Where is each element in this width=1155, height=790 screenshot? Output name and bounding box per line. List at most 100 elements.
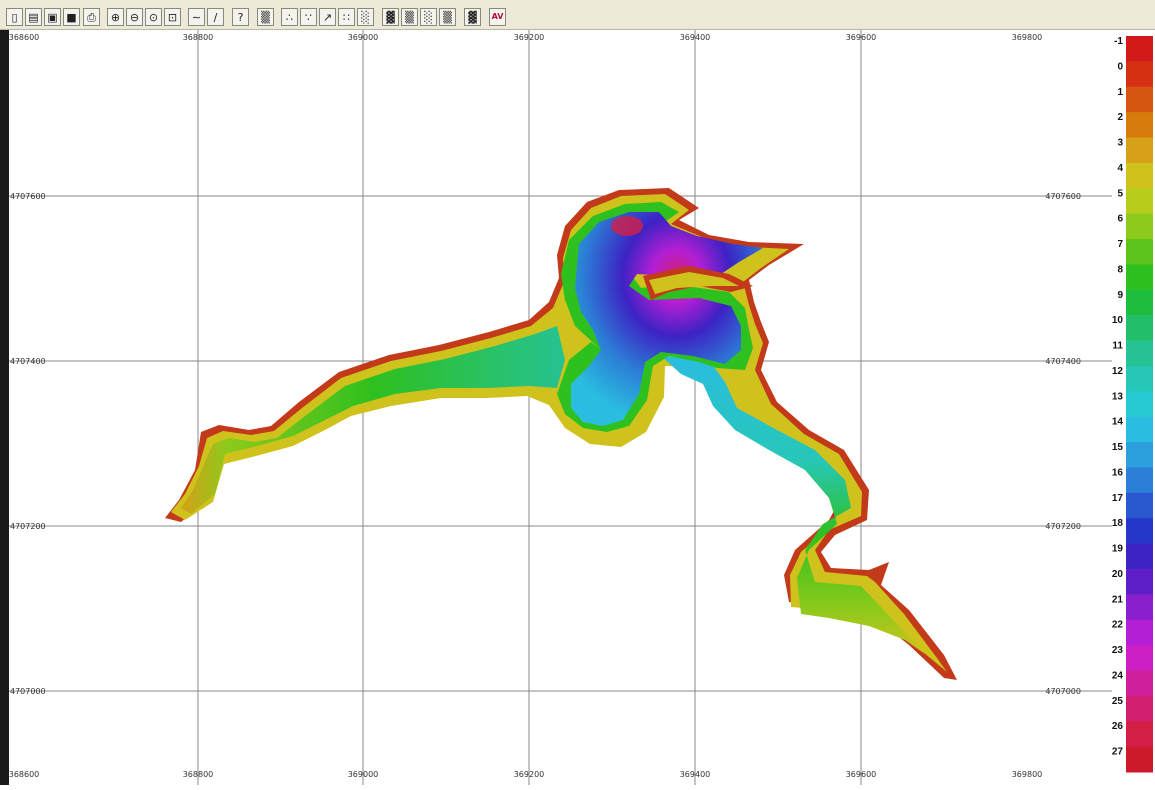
legend-color-swatch bbox=[1126, 695, 1153, 722]
legend-color-swatch bbox=[1126, 543, 1153, 570]
draw-line-button[interactable]: ∕ bbox=[207, 8, 224, 26]
legend-color-swatch bbox=[1126, 264, 1153, 291]
pan-button[interactable]: ⊙ bbox=[145, 8, 162, 26]
x-tick-label-top: 369800 bbox=[1012, 33, 1043, 42]
x-tick-label-top: 369000 bbox=[348, 33, 379, 42]
legend-depth-label: 7 bbox=[1117, 239, 1123, 250]
new-file-button[interactable]: ▯ bbox=[6, 8, 23, 26]
legend-depth-label: 27 bbox=[1112, 747, 1123, 758]
legend-depth-label: -1 bbox=[1114, 36, 1123, 47]
legend-depth-label: 9 bbox=[1117, 290, 1123, 301]
legend-color-swatch bbox=[1126, 492, 1153, 519]
export-button[interactable]: ■ bbox=[63, 8, 80, 26]
profile-line-button[interactable]: ∼ bbox=[188, 8, 205, 26]
legend-color-swatch bbox=[1126, 721, 1153, 748]
legend-depth-label: 3 bbox=[1117, 138, 1123, 149]
legend-color-swatch bbox=[1126, 239, 1153, 265]
x-tick-label-bottom: 369800 bbox=[1012, 770, 1043, 779]
legend-depth-label: 14 bbox=[1112, 417, 1123, 428]
y-tick-label-right: 4707400 bbox=[1045, 357, 1081, 366]
x-tick-label-top: 368600 bbox=[9, 33, 39, 42]
depth-legend: -1 0 1 2 3 4 5 6 7 8 9 10 11 12 13 14 15 16 17 18 19 20 21 22 23… bbox=[1112, 30, 1155, 785]
x-tick-label-top: 369400 bbox=[680, 33, 711, 42]
x-tick-label-top: 368800 bbox=[183, 33, 214, 42]
legend-depth-label: 4 bbox=[1117, 163, 1123, 174]
legend-depth-label: 25 bbox=[1112, 696, 1123, 707]
contour-4-button[interactable]: ▒ bbox=[439, 8, 456, 26]
legend-depth-label: 13 bbox=[1112, 391, 1123, 402]
legend-depth-label: 22 bbox=[1112, 620, 1123, 631]
x-tick-label-top: 369600 bbox=[846, 33, 877, 42]
legend-depth-label: 17 bbox=[1112, 493, 1123, 504]
legend-color-swatch bbox=[1126, 36, 1153, 62]
x-axis-top-labels: 368600 368800 369000 369200 369400 369600 3698… bbox=[9, 33, 1042, 42]
contour-1-button[interactable]: ▓ bbox=[382, 8, 399, 26]
3d-view-3-button[interactable]: ↗ bbox=[319, 8, 336, 26]
legend-color-swatch bbox=[1126, 467, 1153, 494]
3d-view-1-button[interactable]: ∴ bbox=[281, 8, 298, 26]
contour-2-button[interactable]: ▒ bbox=[401, 8, 418, 26]
legend-color-swatch bbox=[1126, 162, 1153, 189]
legend-color-swatch bbox=[1126, 518, 1153, 545]
zoom-extent-button[interactable]: ⊡ bbox=[164, 8, 181, 26]
legend-depth-label: 19 bbox=[1112, 544, 1123, 555]
x-tick-label-bottom: 369000 bbox=[348, 770, 379, 779]
x-tick-label-bottom: 368600 bbox=[9, 770, 39, 779]
print-button[interactable]: ⎙ bbox=[83, 8, 100, 26]
x-axis-bottom-labels: 368600 368800 369000 369200 369400 369600 3698… bbox=[9, 770, 1042, 779]
legend-color-swatch bbox=[1126, 391, 1153, 418]
legend-color-swatch bbox=[1126, 416, 1153, 443]
legend-depth-label: 24 bbox=[1112, 670, 1123, 681]
map-canvas[interactable]: 368600 368800 369000 369200 369400 369600 3698… bbox=[9, 30, 1112, 785]
legend-depth-label: 26 bbox=[1112, 721, 1123, 732]
legend-depth-label: 15 bbox=[1112, 442, 1123, 453]
legend-depth-label: 10 bbox=[1112, 315, 1123, 326]
lake-bathymetry bbox=[165, 188, 957, 680]
3d-view-5-button[interactable]: ░ bbox=[357, 8, 374, 26]
legend-depth-label: 21 bbox=[1112, 594, 1123, 605]
legend-depth-label: 1 bbox=[1117, 87, 1123, 98]
y-tick-label-left: 4707000 bbox=[10, 687, 46, 696]
legend-color-swatch bbox=[1126, 594, 1153, 621]
3d-view-4-button[interactable]: ∷ bbox=[338, 8, 355, 26]
x-tick-label-bottom: 369200 bbox=[514, 770, 545, 779]
legend-depth-label: 12 bbox=[1112, 366, 1123, 377]
open-folder-button[interactable]: ▤ bbox=[25, 8, 42, 26]
y-axis-right-labels: 4707600 4707400 4707200 4707000 bbox=[1045, 192, 1081, 696]
y-tick-label-left: 4707200 bbox=[10, 522, 46, 531]
legend-depth-label: 8 bbox=[1117, 264, 1123, 275]
zoom-in-button[interactable]: ⊕ bbox=[107, 8, 124, 26]
legend-color-swatch bbox=[1126, 61, 1153, 88]
x-tick-label-bottom: 368800 bbox=[183, 770, 214, 779]
legend-color-swatch bbox=[1126, 746, 1153, 773]
zoom-out-button[interactable]: ⊖ bbox=[126, 8, 143, 26]
legend-depth-label: 20 bbox=[1112, 569, 1123, 580]
grid-button[interactable]: ▒ bbox=[257, 8, 274, 26]
toolbar: ▯ ▤ ▣ ■ ⎙ ⊕ ⊖ ⊙ ⊡ ∼ ∕? ▒ ∴ ∵ ↗ ∷ ░ ▓ ▒ ░ ▒ ▓ AV bbox=[0, 0, 1155, 30]
y-tick-label-right: 4707000 bbox=[1045, 687, 1081, 696]
bathymetry-map[interactable]: 368600 368800 369000 369200 369400 369600 3698… bbox=[9, 30, 1112, 785]
y-tick-label-right: 4707600 bbox=[1045, 192, 1081, 201]
query-button[interactable]: ? bbox=[232, 8, 249, 26]
window-left-edge bbox=[0, 30, 9, 785]
legend-color-swatch bbox=[1126, 213, 1153, 240]
depth-color-scale: -101234567891011121314151617181920212223… bbox=[1112, 36, 1153, 773]
legend-depth-label: 6 bbox=[1117, 214, 1123, 225]
legend-depth-label: 2 bbox=[1117, 112, 1123, 123]
legend-color-swatch bbox=[1126, 365, 1153, 392]
legend-depth-label: 18 bbox=[1112, 518, 1123, 529]
legend-depth-label: 11 bbox=[1112, 341, 1123, 352]
3d-view-2-button[interactable]: ∵ bbox=[300, 8, 317, 26]
av-button[interactable]: AV bbox=[489, 8, 506, 26]
contour-3-button[interactable]: ░ bbox=[420, 8, 437, 26]
y-tick-label-left: 4707600 bbox=[10, 192, 46, 201]
save-button[interactable]: ▣ bbox=[44, 8, 61, 26]
surface-button[interactable]: ▓ bbox=[464, 8, 481, 26]
y-tick-label-left: 4707400 bbox=[10, 357, 46, 366]
legend-color-swatch bbox=[1126, 670, 1153, 697]
legend-depth-label: 5 bbox=[1117, 188, 1123, 199]
legend-color-swatch bbox=[1126, 289, 1153, 316]
legend-depth-label: 16 bbox=[1112, 467, 1123, 478]
legend-color-swatch bbox=[1126, 619, 1153, 646]
y-tick-label-right: 4707200 bbox=[1045, 522, 1081, 531]
